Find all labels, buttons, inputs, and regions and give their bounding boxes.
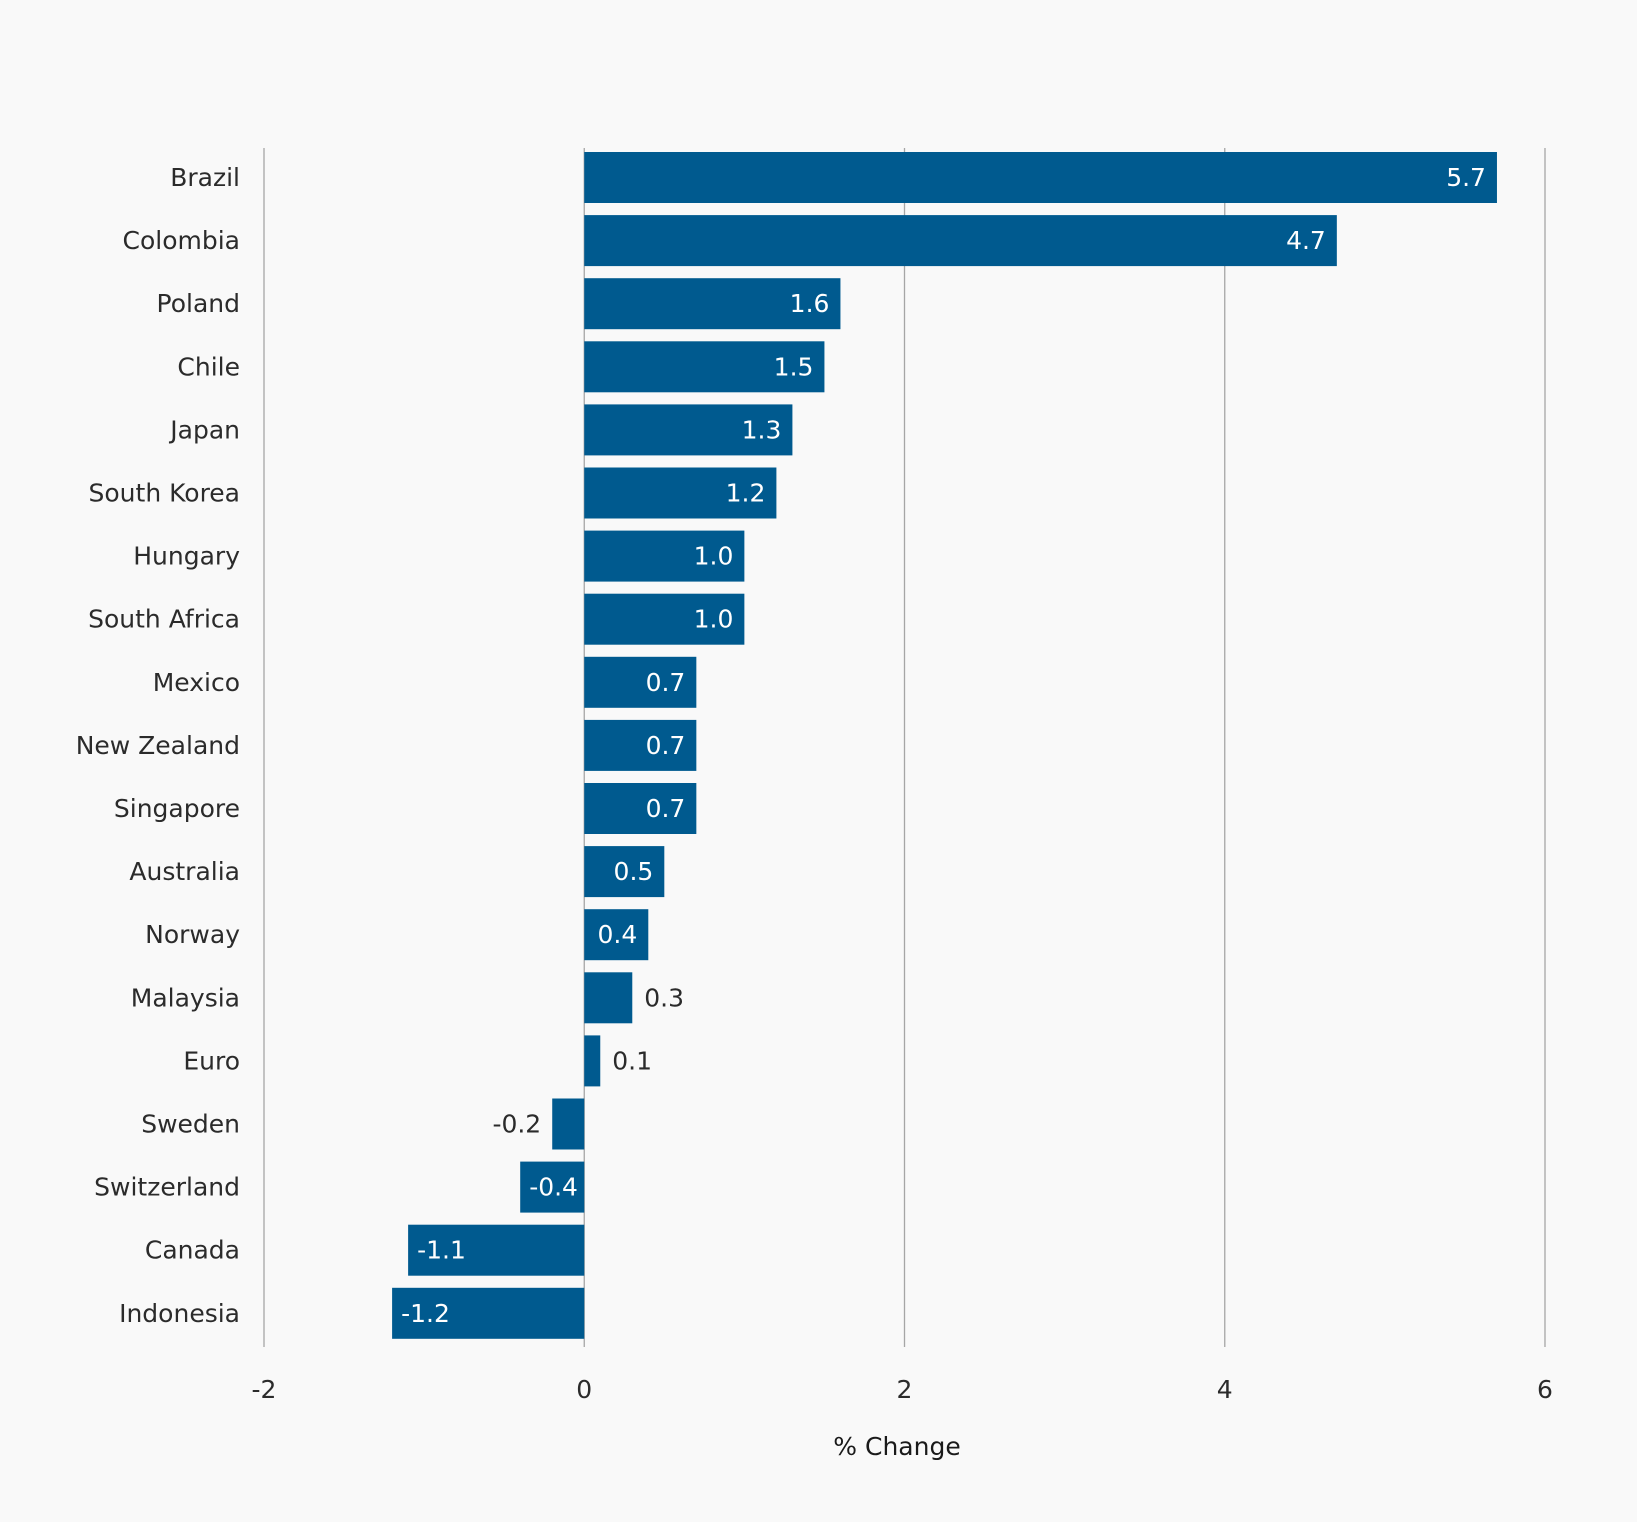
data-label: 1.6 [790, 289, 830, 318]
bar [584, 467, 777, 519]
data-label: 5.7 [1446, 163, 1486, 192]
category-label: Euro [183, 1046, 240, 1075]
category-label: Sweden [141, 1110, 240, 1139]
bar [584, 215, 1337, 267]
bar [584, 404, 793, 456]
category-label: Hungary [133, 542, 240, 571]
x-axis-title: % Change [833, 1432, 960, 1461]
bar [584, 972, 633, 1024]
value-labels: 5.7 4.7 1.6 1.5 1.3 1.2 1.0 1.0 0.7 0.7 0.7 0.5 0.4 0… [401, 163, 1486, 1328]
data-label: 1.2 [726, 479, 766, 508]
data-label: 0.3 [644, 983, 684, 1012]
category-label: Switzerland [94, 1173, 240, 1202]
bar [520, 1161, 585, 1213]
bar [408, 1224, 585, 1276]
category-label: Norway [145, 920, 240, 949]
bar [584, 909, 649, 961]
x-tick-label: 2 [897, 1375, 913, 1404]
data-label: -0.4 [529, 1173, 578, 1202]
data-label: 0.7 [646, 794, 686, 823]
data-label: 1.5 [774, 352, 814, 381]
bar [584, 783, 697, 834]
bar [584, 1035, 601, 1087]
category-label: South Africa [88, 605, 240, 634]
data-label: -1.2 [401, 1299, 450, 1328]
category-label: Chile [177, 352, 240, 381]
category-label: Mexico [153, 668, 240, 697]
data-label: 4.7 [1286, 226, 1326, 255]
bar [584, 341, 825, 393]
data-label: -1.1 [417, 1236, 466, 1265]
bar [552, 1098, 585, 1150]
category-label: Canada [145, 1236, 240, 1265]
category-label: Australia [129, 857, 240, 886]
data-label: 0.4 [598, 920, 638, 949]
category-label: Brazil [170, 163, 240, 192]
category-label: Indonesia [119, 1299, 240, 1328]
bar [584, 152, 1497, 203]
bar [584, 278, 841, 330]
bar [584, 719, 697, 771]
data-label: 0.5 [614, 857, 654, 886]
category-label: Singapore [114, 794, 240, 823]
category-label: Japan [168, 415, 240, 444]
bar [584, 530, 745, 582]
category-label: Colombia [123, 226, 240, 255]
grid-lines [263, 148, 1546, 1347]
data-label: 1.0 [694, 605, 734, 634]
x-tick-label: 6 [1537, 1375, 1553, 1404]
x-tick-label: 0 [576, 1375, 592, 1404]
bar [392, 1287, 585, 1339]
category-label: Poland [157, 289, 240, 318]
category-label: South Korea [89, 479, 240, 508]
data-label: 0.1 [612, 1046, 652, 1075]
category-label: New Zealand [76, 731, 240, 760]
x-tick-label: -2 [252, 1375, 277, 1404]
category-labels: Brazil Colombia Poland Chile Japan South Kore… [76, 163, 240, 1328]
x-axis-ticks: -2 0 2 4 6 [252, 1375, 1553, 1404]
bars [392, 152, 1497, 1339]
bar [584, 656, 697, 708]
data-label: 1.0 [694, 542, 734, 571]
bar [584, 846, 665, 898]
data-label: 1.3 [742, 415, 782, 444]
category-label: Malaysia [131, 983, 240, 1012]
data-label: -0.2 [492, 1110, 541, 1139]
data-label: 0.7 [646, 731, 686, 760]
x-tick-label: 4 [1217, 1375, 1233, 1404]
bar [584, 593, 745, 645]
data-label: 0.7 [646, 668, 686, 697]
